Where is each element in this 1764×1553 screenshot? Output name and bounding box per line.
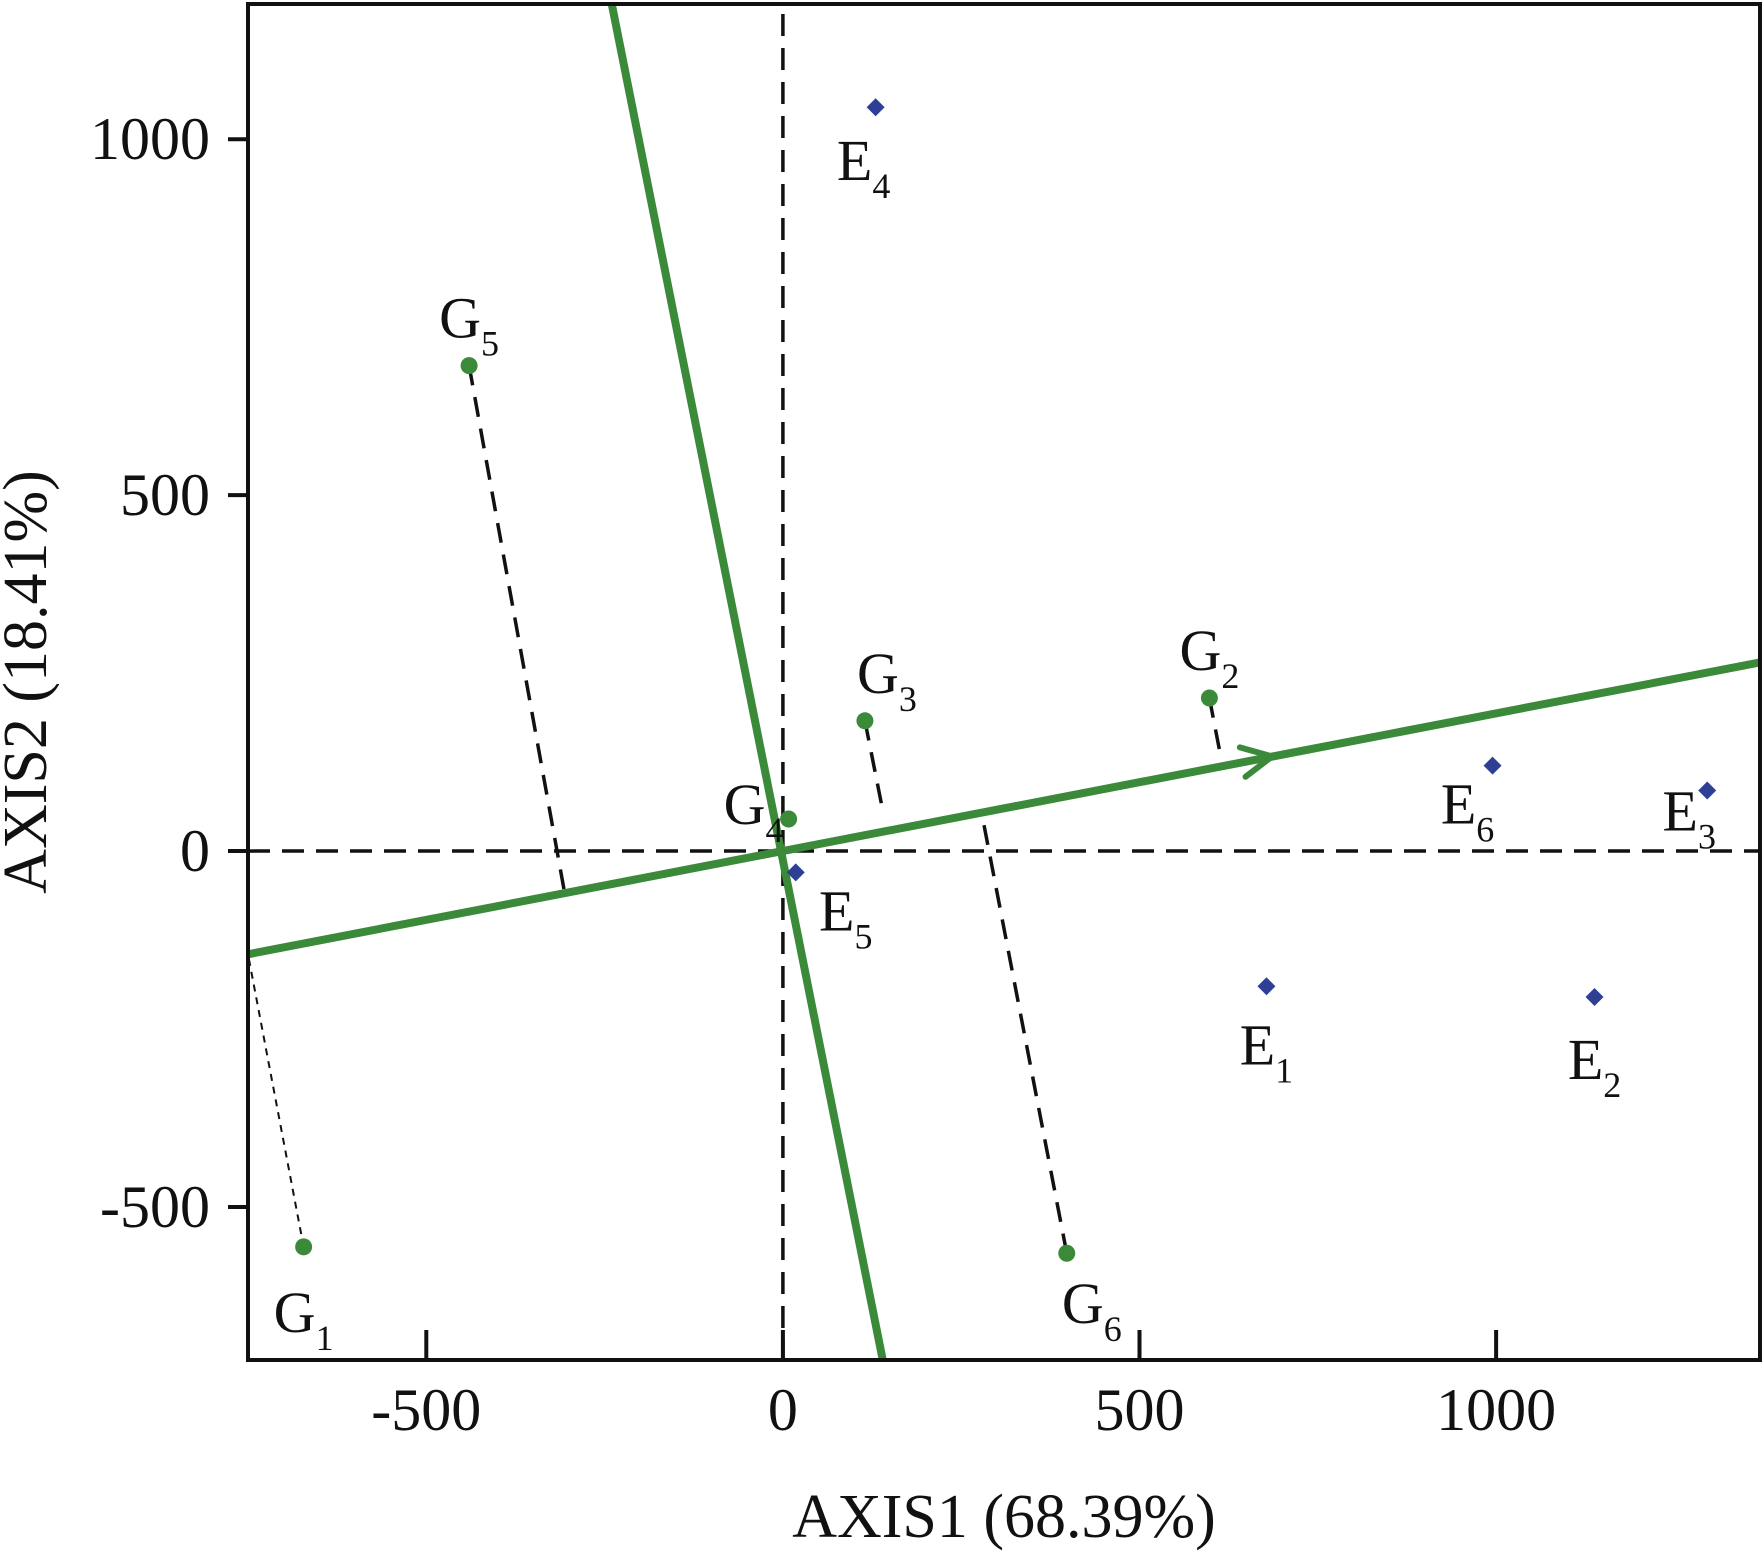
- y-tick-label: -500: [100, 1174, 210, 1240]
- y-axis-title: AXIS2 (18.41%): [0, 470, 60, 894]
- point-label-subscript: 5: [854, 916, 872, 956]
- point-label-G3: G3: [857, 641, 917, 719]
- point-label-main: E: [1663, 779, 1698, 844]
- point-label-subscript: 3: [899, 679, 917, 719]
- point-label-main: G: [1179, 618, 1221, 683]
- point-label-main: G: [857, 641, 899, 706]
- point-label-G5: G5: [439, 286, 499, 364]
- axis-arrow-head: [1236, 744, 1276, 780]
- environment-marker-E5: [786, 863, 805, 882]
- plot-area: [248, 4, 1760, 1360]
- environment-marker-E1: [1257, 977, 1276, 996]
- point-label-E1: E1: [1240, 1012, 1293, 1090]
- point-label-main: E: [837, 128, 872, 193]
- point-label-subscript: 6: [1476, 810, 1494, 850]
- projection-line: [467, 365, 567, 894]
- environment-marker-E4: [866, 98, 885, 117]
- point-label-subscript: 2: [1221, 656, 1239, 696]
- point-label-subscript: 5: [481, 324, 499, 364]
- point-label-main: E: [1240, 1012, 1275, 1077]
- plot-frame: [246, 2, 1762, 1362]
- genotype-marker-G5: [460, 357, 478, 375]
- projection-line: [979, 810, 1069, 1254]
- point-label-subscript: 4: [872, 166, 890, 206]
- genotype-marker-G1: [295, 1238, 313, 1256]
- point-label-E3: E3: [1663, 779, 1716, 857]
- point-label-main: E: [1568, 1027, 1603, 1092]
- x-tick-label: 1000: [1436, 1377, 1556, 1443]
- point-label-main: G: [1062, 1271, 1104, 1336]
- point-label-G2: G2: [1179, 618, 1239, 696]
- point-label-subscript: 1: [316, 1318, 334, 1358]
- point-label-E2: E2: [1568, 1027, 1621, 1105]
- perpendicular-axis: [607, 4, 887, 1360]
- point-label-main: E: [819, 878, 854, 943]
- point-label-main: G: [274, 1280, 316, 1345]
- genotype-marker-G2: [1200, 689, 1218, 707]
- projection-line: [248, 954, 305, 1248]
- point-label-E4: E4: [837, 128, 890, 206]
- point-label-subscript: 6: [1104, 1309, 1122, 1349]
- point-label-G4: G4: [724, 772, 784, 850]
- point-label-E6: E6: [1441, 772, 1494, 850]
- y-tick-label: 500: [120, 462, 210, 528]
- point-label-G1: G1: [274, 1280, 334, 1358]
- axis-ticks: -500 0 500 1000 -500 0 500 1000: [90, 106, 1556, 1443]
- point-label-subscript: 4: [766, 810, 784, 850]
- projection-line: [1207, 697, 1224, 761]
- genotype-marker-G3: [856, 712, 874, 730]
- average-environment-axis: [248, 658, 1760, 959]
- x-axis-title: AXIS1 (68.39%): [792, 1483, 1216, 1551]
- point-label-main: G: [724, 772, 766, 837]
- environment-marker-E2: [1585, 987, 1604, 1006]
- point-label-main: E: [1441, 772, 1476, 837]
- x-tick-label: 0: [768, 1377, 798, 1443]
- x-tick-label: 500: [1095, 1377, 1185, 1443]
- genotype-marker-G4: [780, 810, 798, 828]
- environment-marker-E6: [1483, 756, 1502, 775]
- point-label-main: G: [439, 286, 481, 351]
- environment-marker-E3: [1698, 781, 1717, 800]
- x-tick-label: -500: [371, 1377, 481, 1443]
- point-label-G6: G6: [1062, 1271, 1122, 1349]
- point-label-subscript: 1: [1275, 1050, 1293, 1090]
- point-label-E5: E5: [819, 878, 872, 956]
- y-tick-label: 1000: [90, 106, 210, 172]
- genotype-marker-G6: [1058, 1244, 1076, 1262]
- point-label-subscript: 2: [1603, 1065, 1621, 1105]
- point-label-subscript: 3: [1698, 817, 1716, 857]
- y-tick-label: 0: [180, 818, 210, 884]
- projection-line: [863, 720, 885, 811]
